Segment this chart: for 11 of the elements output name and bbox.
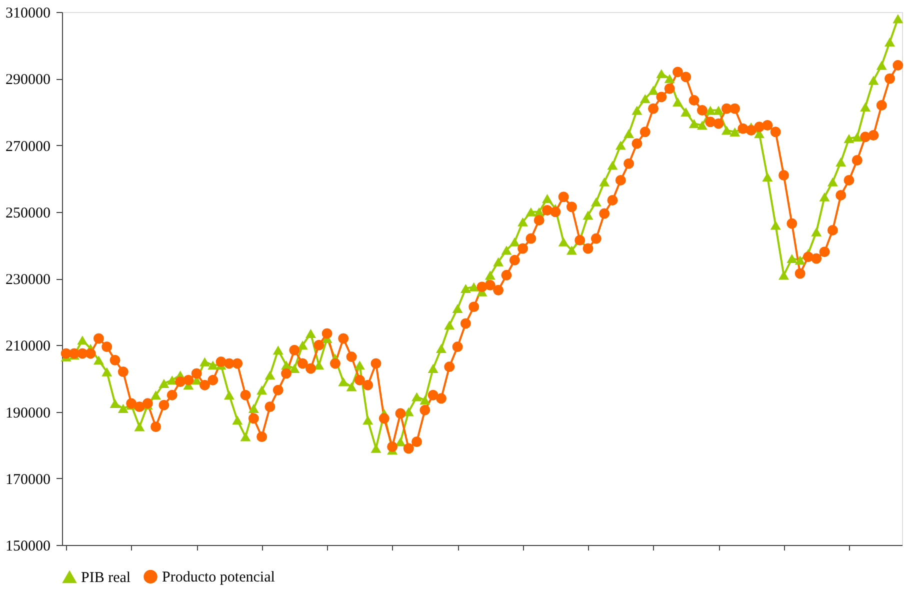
y-tick-label: 250000 <box>6 205 50 222</box>
y-tick-label: 230000 <box>6 272 50 288</box>
y-tick-label: 170000 <box>6 472 50 488</box>
y-tick-label: 270000 <box>6 138 50 155</box>
y-tick-label: 290000 <box>6 72 50 88</box>
legend-label: Producto potencial <box>162 570 275 586</box>
y-tick-label: 210000 <box>6 338 50 355</box>
y-tick-label: 310000 <box>6 6 50 22</box>
y-tick-label: 150000 <box>6 538 50 554</box>
legend-label: PIB real <box>81 570 131 586</box>
y-tick-label: 190000 <box>6 405 50 422</box>
